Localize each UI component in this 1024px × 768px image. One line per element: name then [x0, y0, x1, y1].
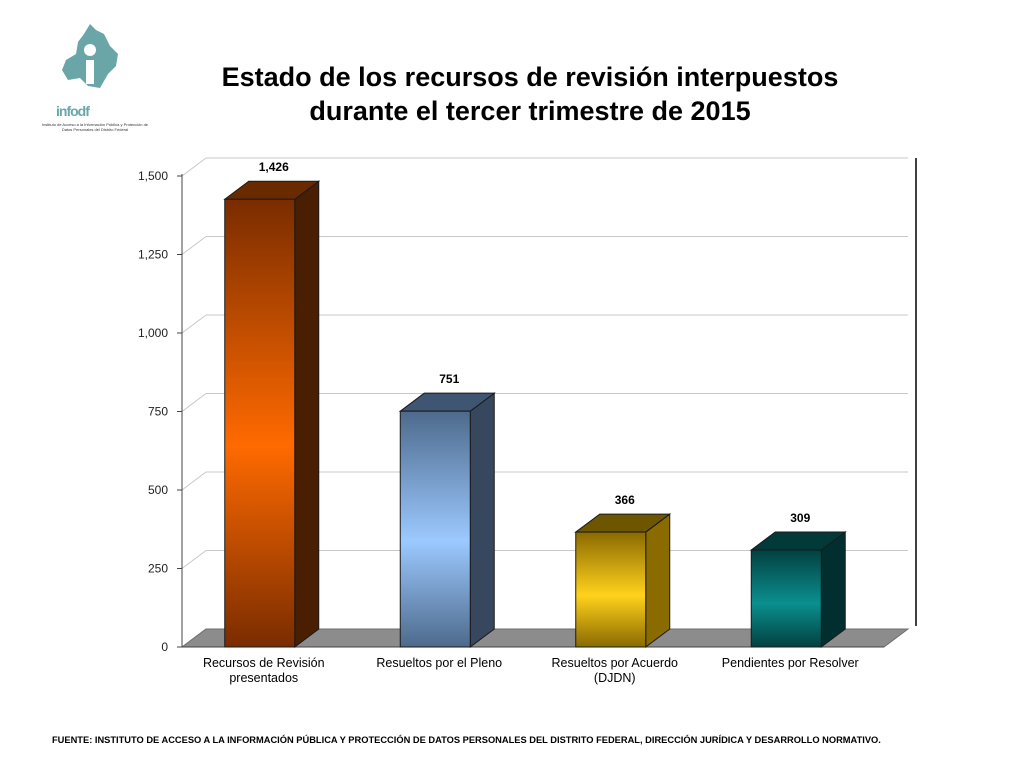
bar-front — [399, 410, 471, 648]
chart-bars — [223, 180, 847, 648]
source-note: FUENTE: INSTITUTO DE ACCESO A LA INFORMA… — [52, 735, 881, 745]
x-category-label: Recursos de Revisión — [203, 656, 325, 670]
bar-4 — [749, 530, 847, 648]
chart-title-line-2: durante el tercer trimestre de 2015 — [309, 96, 751, 126]
x-category-label: Resueltos por Acuerdo — [552, 656, 679, 670]
gridline-depth — [181, 393, 207, 412]
y-tick-label: 1,500 — [138, 169, 168, 183]
bar-value-label: 366 — [615, 493, 635, 507]
bar-side — [645, 513, 671, 648]
bar-value-label: 1,426 — [259, 160, 289, 174]
bar-front — [224, 198, 296, 648]
bar-value-label: 751 — [439, 372, 459, 386]
y-tick-label: 750 — [148, 405, 168, 419]
chart-title: Estado de los recursos de revisión inter… — [170, 60, 890, 128]
gridline-depth — [181, 314, 207, 334]
bar-front — [575, 531, 647, 648]
x-category-label: (DJDN) — [594, 671, 636, 685]
bar-front — [750, 549, 822, 648]
bar-value-label: 309 — [790, 511, 810, 525]
y-tick-label: 500 — [148, 483, 168, 497]
gridline-depth — [181, 236, 207, 255]
bar-2 — [398, 392, 496, 648]
logo-wordmark: infodf — [56, 103, 90, 119]
bar-1 — [223, 180, 321, 648]
bar-side — [820, 530, 846, 648]
y-tick-label: 1,000 — [138, 326, 168, 340]
x-category-label: presentados — [229, 671, 298, 685]
gridline-depth — [181, 550, 207, 569]
x-category-label: Resueltos por el Pleno — [376, 656, 502, 670]
y-tick-label: 0 — [161, 640, 168, 654]
logo-wordmark-suffix: df — [77, 103, 90, 119]
gridline-depth — [181, 157, 207, 177]
bar-3 — [574, 513, 672, 648]
bar-side — [294, 180, 320, 648]
bar-side — [469, 392, 495, 648]
infodf-logo: infodf Instituto de Acceso a la Informac… — [38, 20, 148, 135]
mexico-city-map-icon — [62, 24, 118, 88]
y-tick-label: 1,250 — [138, 248, 168, 262]
gridline-depth — [181, 471, 207, 491]
logo-subtitle: Instituto de Acceso a la Información Púb… — [41, 122, 149, 132]
chart-title-line-1: Estado de los recursos de revisión inter… — [221, 62, 839, 92]
x-category-label: Pendientes por Resolver — [722, 656, 859, 670]
y-tick-label: 250 — [148, 562, 168, 576]
